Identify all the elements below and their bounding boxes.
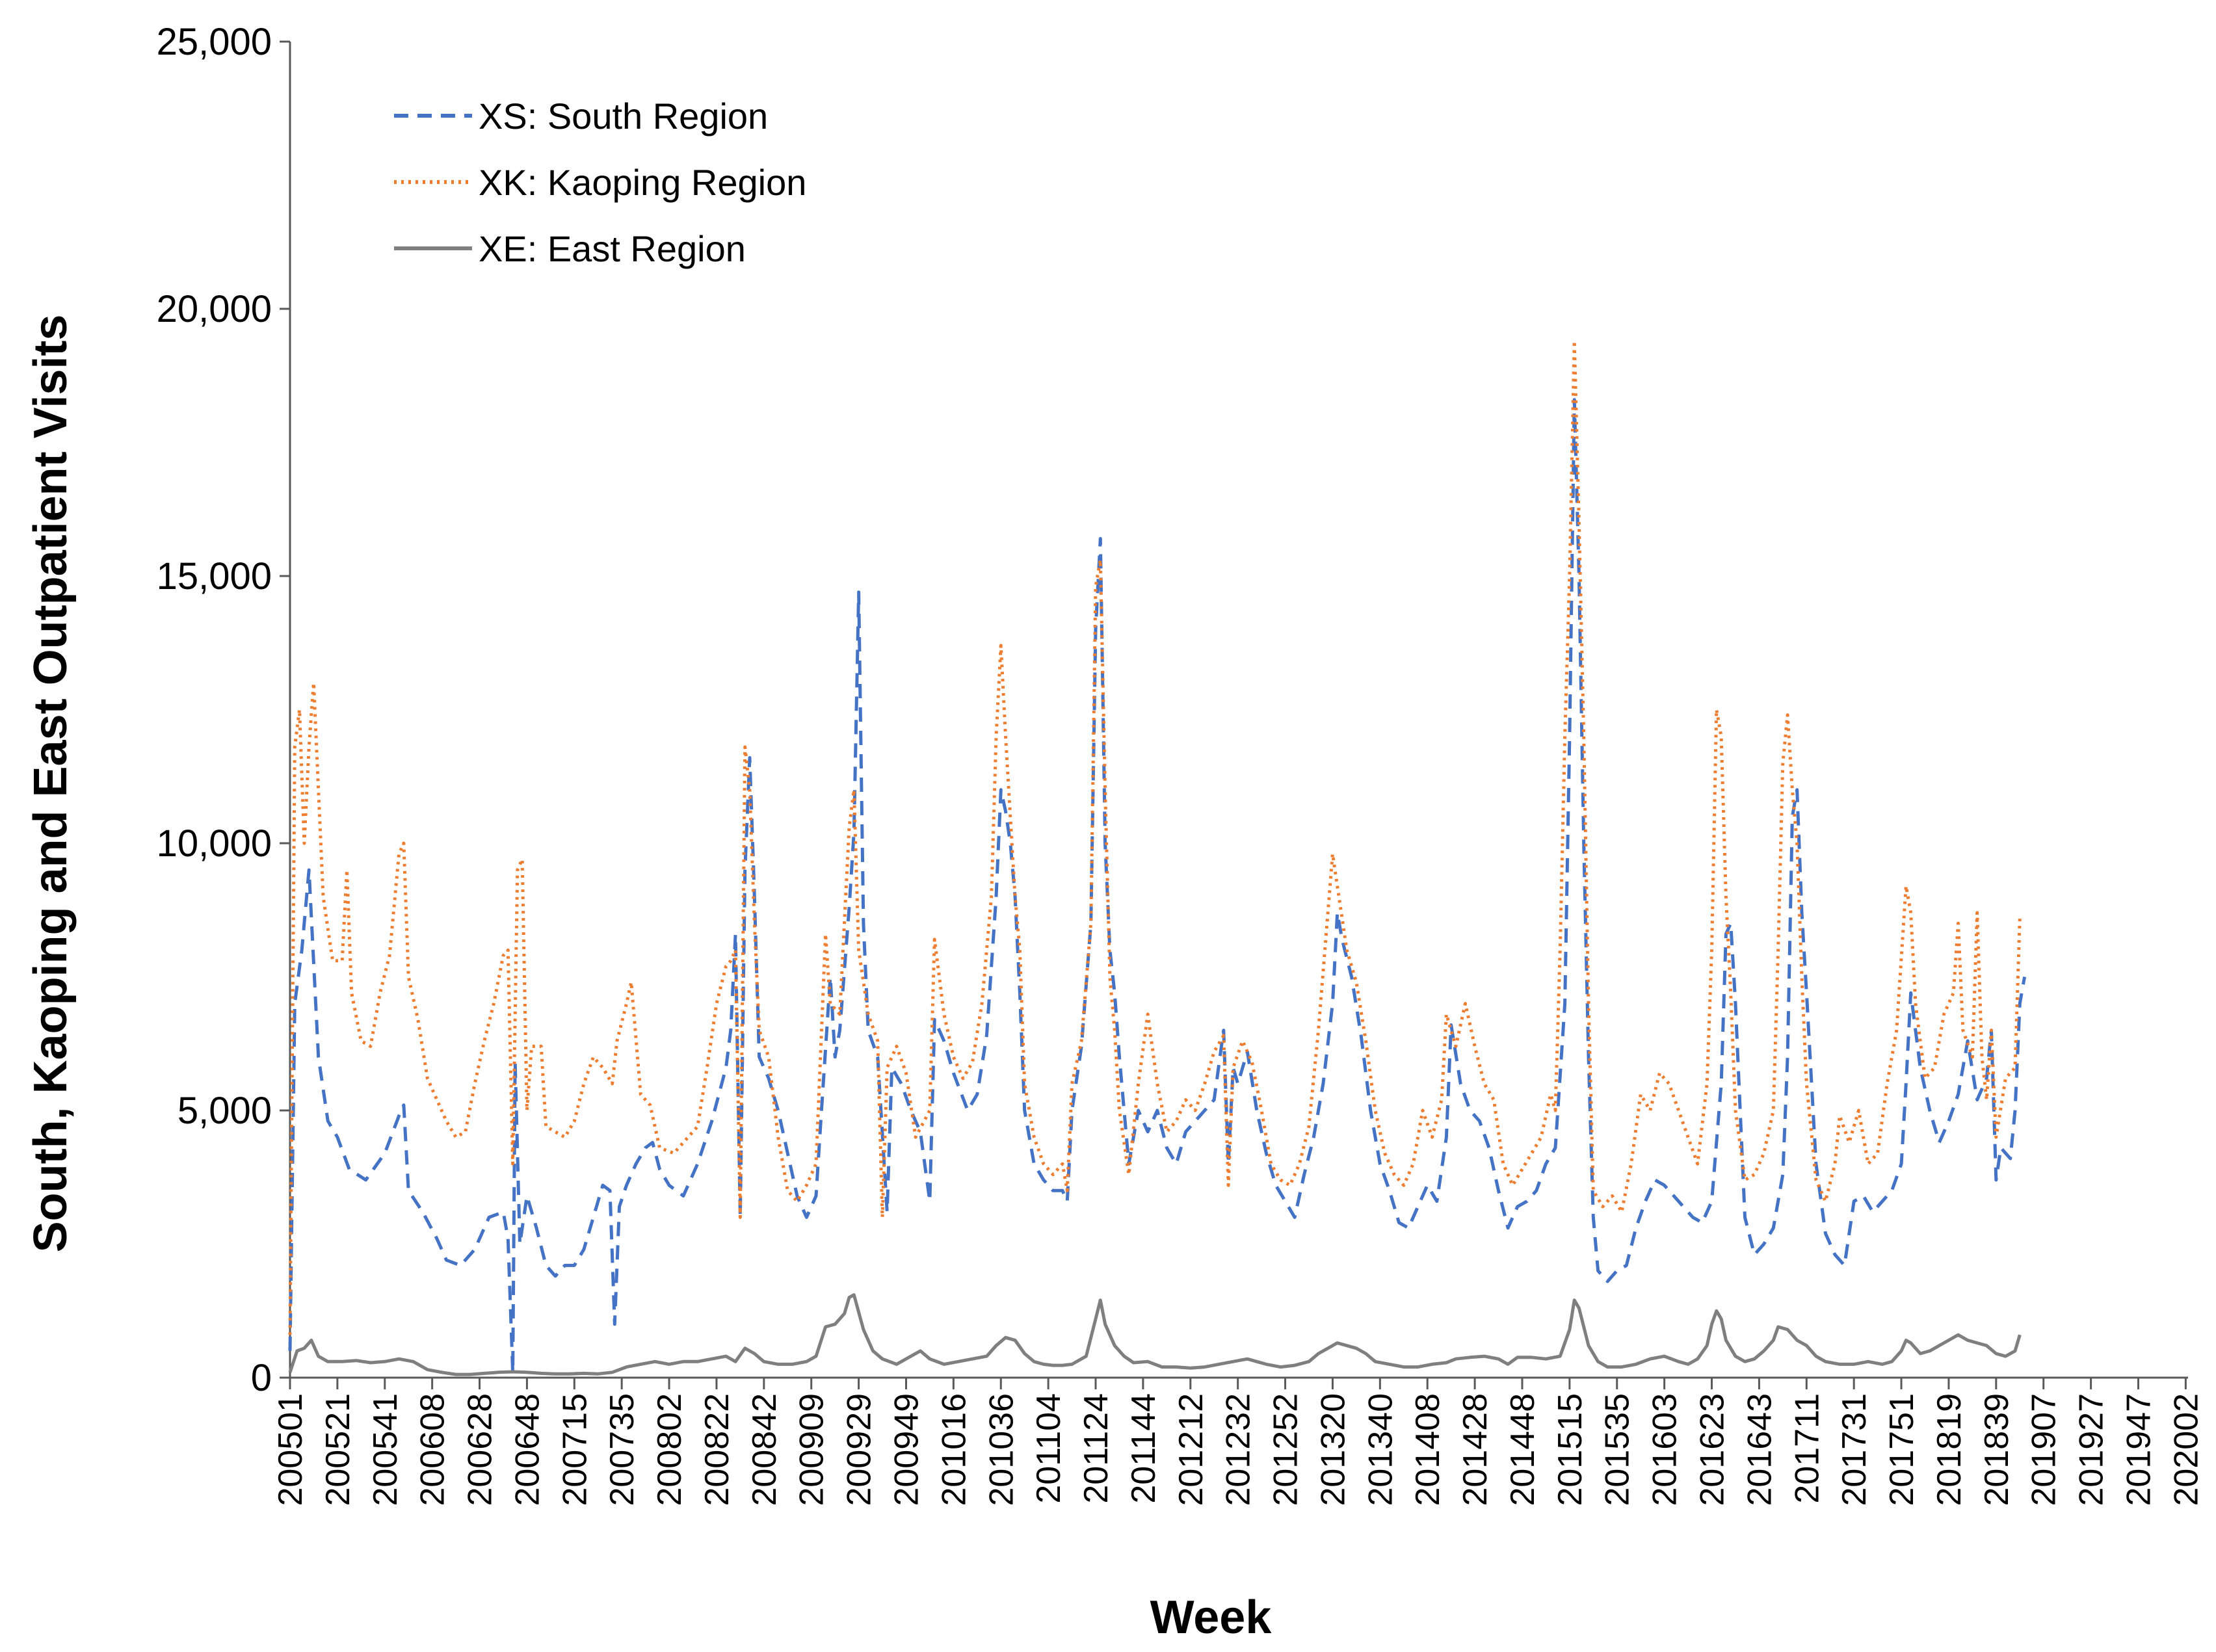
x-axis-title: Week [1150, 1592, 1273, 1644]
x-tick-label: 201731 [1836, 1393, 1873, 1506]
x-tick-label: 200909 [793, 1393, 831, 1506]
x-tick-label: 200648 [508, 1393, 546, 1506]
x-tick-label: 201144 [1125, 1393, 1163, 1504]
x-tick-label: 201212 [1172, 1393, 1210, 1506]
x-tick-label: 200735 [603, 1393, 641, 1506]
x-tick-label: 202002 [2167, 1393, 2205, 1506]
y-tick-label: 15,000 [157, 555, 272, 597]
y-tick-label: 0 [251, 1357, 272, 1399]
x-tick-label: 201603 [1646, 1393, 1684, 1506]
x-tick-label: 201232 [1220, 1393, 1258, 1506]
x-tick-group: 200501 200521 200541 200608 200628 200648 2007… [272, 1378, 2205, 1506]
y-tick-label: 5,000 [178, 1090, 272, 1132]
series-line-kaoping [288, 339, 2022, 1335]
x-tick-label: 201016 [935, 1393, 973, 1506]
legend: XS: South Region XK: Kaoping Region XE: … [394, 96, 806, 269]
x-axis: 200501 200521 200541 200608 200628 200648 2007… [272, 1376, 2205, 1506]
x-tick-label: 201448 [1504, 1393, 1542, 1506]
x-tick-label: 201839 [1978, 1393, 2016, 1506]
x-tick-label: 201124 [1077, 1393, 1115, 1504]
x-tick-label: 200929 [841, 1393, 878, 1506]
x-tick-label: 201428 [1457, 1393, 1494, 1506]
series-layer [288, 339, 2027, 1376]
x-tick-label: 200628 [462, 1393, 499, 1506]
y-tick-label: 25,000 [157, 21, 272, 63]
series-line-east [288, 1293, 2022, 1376]
x-tick-label: 201408 [1409, 1393, 1447, 1506]
x-tick-label: 200949 [888, 1393, 925, 1506]
x-tick-label: 200842 [746, 1393, 784, 1506]
x-tick-label: 200822 [698, 1393, 736, 1506]
x-tick-label: 201819 [1931, 1393, 1968, 1506]
x-tick-label: 200521 [319, 1393, 357, 1506]
x-tick-label: 200501 [272, 1393, 310, 1506]
series-line-south [288, 398, 2027, 1374]
x-tick-label: 201623 [1694, 1393, 1732, 1506]
x-tick-label: 201252 [1267, 1393, 1305, 1506]
y-axis: 0 5,000 10,000 15,000 20,000 25,000 [157, 21, 291, 1399]
x-tick-label: 201340 [1362, 1393, 1399, 1506]
y-tick-label: 20,000 [157, 288, 272, 330]
x-tick-label: 200541 [367, 1393, 404, 1506]
x-tick-label: 201535 [1599, 1393, 1637, 1506]
y-tick-group: 0 5,000 10,000 15,000 20,000 25,000 [157, 21, 290, 1399]
x-tick-label: 201751 [1883, 1393, 1921, 1506]
x-tick-label: 201927 [2073, 1393, 2111, 1506]
x-tick-label: 200802 [651, 1393, 689, 1506]
y-axis-title: South, Kaoping and East Outpatient Visit… [25, 315, 77, 1253]
x-tick-label: 201515 [1551, 1393, 1589, 1506]
legend-label-kaoping: XK: Kaoping Region [479, 162, 806, 203]
legend-label-east: XE: East Region [479, 228, 746, 269]
x-tick-label: 201036 [983, 1393, 1020, 1506]
x-tick-label: 201643 [1741, 1393, 1778, 1506]
x-tick-label: 201907 [2025, 1393, 2063, 1506]
y-tick-label: 10,000 [157, 822, 272, 865]
x-tick-label: 201711 [1788, 1393, 1826, 1504]
x-tick-label: 201104 [1030, 1393, 1068, 1504]
x-tick-label: 201320 [1314, 1393, 1352, 1506]
x-tick-label: 200608 [414, 1393, 452, 1506]
legend-label-south: XS: South Region [479, 96, 768, 137]
x-tick-label: 201947 [2120, 1393, 2157, 1506]
x-tick-label: 200715 [556, 1393, 594, 1506]
